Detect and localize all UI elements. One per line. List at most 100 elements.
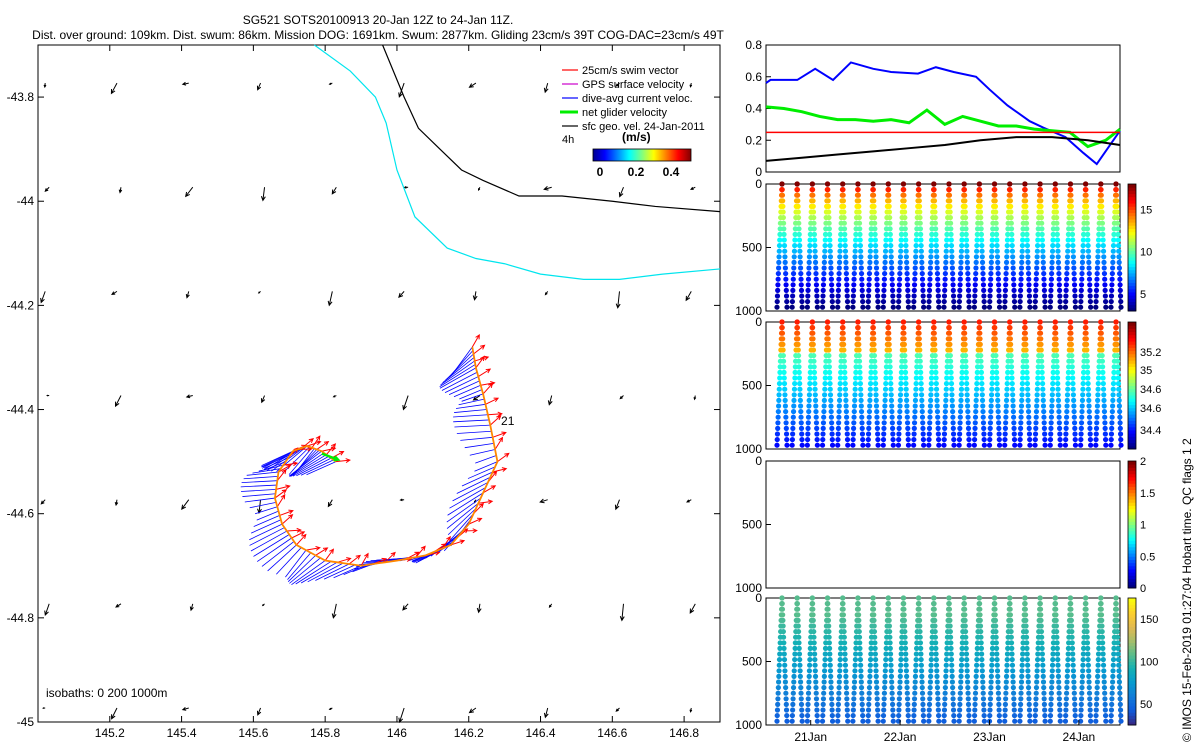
section-point [1100, 237, 1106, 243]
section-point [813, 276, 819, 282]
section-point [948, 237, 954, 243]
section-point [974, 364, 981, 370]
dac-vector [295, 561, 332, 585]
section-point [1010, 414, 1017, 420]
section-point [814, 298, 820, 305]
section-point [959, 242, 965, 249]
section-point [962, 336, 968, 342]
section-point [851, 690, 857, 696]
section-point [1023, 203, 1029, 209]
section-point [858, 408, 865, 415]
section-point [1085, 392, 1092, 398]
section-point [889, 270, 895, 277]
section-point [1109, 265, 1116, 271]
section-point [775, 684, 781, 691]
section-point [929, 645, 935, 651]
section-point [992, 606, 998, 612]
section-point [964, 254, 970, 260]
section-point [829, 718, 836, 724]
section-point [964, 259, 970, 265]
section-point [948, 369, 954, 375]
section-point [957, 696, 963, 702]
section-point [1057, 304, 1063, 310]
section-point [856, 220, 863, 226]
section-point [1118, 712, 1124, 719]
section-point [901, 192, 907, 198]
colorbar-segment [1128, 461, 1136, 465]
section-point [875, 712, 881, 719]
section-point [958, 254, 964, 260]
section-point [1072, 707, 1078, 713]
section-point [841, 352, 847, 359]
section-point [867, 679, 873, 685]
swim-vector-arrow [468, 517, 483, 525]
section-point [885, 319, 891, 325]
section-point [903, 248, 909, 254]
section-point [1079, 270, 1085, 277]
section-point [811, 214, 817, 221]
section-point [819, 304, 826, 310]
section-point [946, 324, 952, 331]
dac-vector [285, 549, 307, 578]
section-point [996, 287, 1002, 293]
section-point [914, 640, 920, 646]
section-point [964, 392, 970, 398]
section-point [916, 341, 923, 347]
section-point [1085, 248, 1091, 254]
section-point [1080, 651, 1086, 657]
colorbar-segment [1128, 623, 1136, 628]
dac-vector [267, 544, 297, 572]
section-point [1026, 431, 1033, 437]
section-point [1048, 420, 1054, 426]
section-point [1070, 380, 1076, 387]
section-point [962, 612, 968, 618]
section-point [1008, 617, 1014, 623]
section-point [993, 628, 999, 635]
section-point [974, 242, 980, 249]
section-point [1085, 242, 1091, 249]
section-point [1083, 341, 1090, 347]
section-point [933, 375, 939, 381]
section-point [977, 606, 983, 612]
section-point [1068, 336, 1074, 342]
colorbar-segment [1128, 442, 1136, 447]
section-point [1117, 270, 1123, 277]
section-point [775, 420, 781, 426]
section-point [904, 684, 910, 691]
section-point [1113, 192, 1120, 198]
section-point [1088, 442, 1094, 448]
section-point [1005, 231, 1011, 237]
section-point [889, 265, 895, 271]
section-point [881, 701, 887, 707]
section-point [826, 352, 832, 359]
colorbar-segment [1128, 203, 1136, 207]
section-point [963, 358, 969, 364]
section-point [835, 707, 841, 713]
section-point [965, 287, 972, 293]
section-point [855, 198, 862, 204]
section-point [932, 341, 938, 347]
section-point [948, 645, 954, 651]
section-point [916, 606, 922, 612]
section-point [949, 673, 955, 679]
section-point [911, 712, 917, 719]
section-point [1053, 623, 1060, 629]
section-point [790, 282, 796, 288]
colorbar-tick-label: 0.5 [1140, 551, 1155, 563]
section-point [1070, 375, 1076, 381]
section-point [1087, 696, 1093, 702]
section-point [776, 673, 782, 679]
section-point [886, 336, 892, 342]
section-point [927, 282, 933, 288]
date-tick-label: 21Jan [794, 730, 827, 744]
section-point [1072, 431, 1078, 437]
section-point [1086, 408, 1092, 415]
section-point [1084, 623, 1090, 629]
section-point [783, 696, 789, 702]
section-point [1010, 270, 1016, 277]
section-point [1085, 375, 1091, 381]
section-point [956, 298, 963, 305]
section-point [1080, 369, 1087, 375]
swim-vector-arrow [475, 355, 485, 369]
section-point [1114, 628, 1120, 635]
